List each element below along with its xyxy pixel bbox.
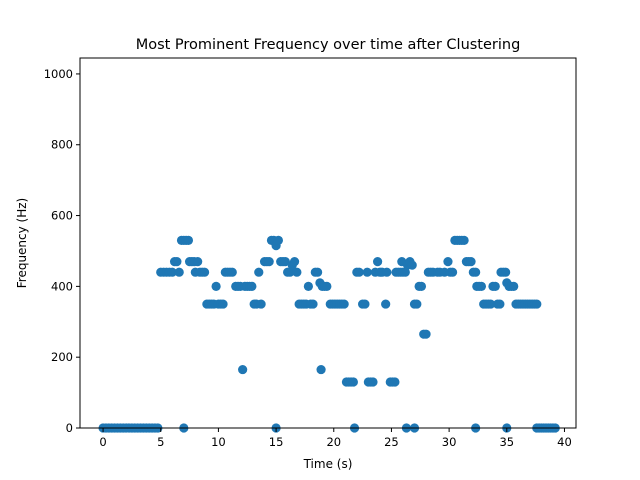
x-tick-label: 0	[99, 435, 106, 449]
data-point	[421, 329, 431, 339]
data-point	[466, 256, 476, 267]
data-point	[368, 377, 378, 387]
data-point	[381, 299, 391, 309]
data-point	[348, 377, 358, 387]
data-point	[416, 281, 427, 291]
data-points	[98, 235, 560, 433]
x-tick-label: 10	[211, 435, 226, 449]
x-axis: 0 5 10 15 20 25 30 35 40	[99, 428, 572, 449]
data-point	[476, 281, 487, 291]
y-tick-label: 400	[51, 279, 73, 293]
data-point	[289, 256, 300, 267]
y-tick-label: 1000	[44, 67, 73, 81]
data-point	[211, 281, 221, 291]
data-point	[308, 299, 318, 309]
x-tick-label: 5	[157, 435, 164, 449]
x-tick-label: 35	[499, 435, 514, 449]
data-point	[280, 256, 290, 267]
data-point	[412, 299, 422, 309]
y-tick-label: 0	[66, 421, 73, 435]
data-point	[486, 299, 496, 309]
data-point	[509, 281, 519, 291]
data-point	[390, 377, 400, 387]
y-tick-label: 800	[51, 138, 73, 152]
data-point	[354, 267, 364, 277]
data-point	[292, 267, 302, 277]
data-point	[254, 267, 264, 277]
data-point	[339, 299, 349, 309]
data-point	[174, 267, 184, 277]
data-point	[193, 256, 203, 267]
x-axis-label: Time (s)	[303, 457, 353, 471]
y-tick-label: 200	[51, 350, 73, 364]
x-tick-label: 40	[557, 435, 572, 449]
data-point	[322, 281, 332, 291]
data-point	[313, 267, 323, 277]
data-point	[218, 299, 228, 309]
data-point	[199, 267, 210, 277]
data-point	[256, 299, 266, 309]
plot-frame	[79, 57, 577, 429]
data-point	[264, 256, 274, 267]
data-point	[360, 299, 370, 309]
data-point	[183, 235, 194, 245]
y-axis-label: Frequency (Hz)	[15, 198, 29, 289]
data-point	[471, 267, 481, 277]
data-point	[172, 256, 182, 267]
data-point	[238, 364, 248, 375]
data-point	[362, 267, 372, 277]
data-point	[167, 267, 177, 277]
data-point	[407, 260, 417, 270]
data-point	[273, 235, 283, 245]
data-point	[316, 364, 326, 375]
data-point	[490, 281, 500, 291]
data-point	[443, 256, 453, 267]
data-point	[459, 235, 469, 245]
data-point	[227, 267, 237, 277]
y-tick-label: 600	[51, 209, 73, 223]
data-point	[501, 267, 511, 277]
data-point	[382, 267, 392, 277]
data-point	[373, 256, 383, 267]
data-point	[247, 281, 257, 291]
data-point	[285, 267, 295, 277]
x-tick-label: 20	[326, 435, 341, 449]
data-point	[303, 281, 313, 291]
data-point	[400, 267, 410, 277]
y-axis: 0 200 400 600 800 1000	[44, 67, 80, 435]
data-point	[495, 299, 505, 309]
data-point	[532, 299, 542, 309]
data-point	[447, 267, 458, 277]
x-tick-label: 15	[269, 435, 284, 449]
x-tick-label: 25	[384, 435, 399, 449]
chart-title: Most Prominent Frequency over time after…	[136, 37, 521, 53]
x-tick-label: 30	[442, 435, 457, 449]
